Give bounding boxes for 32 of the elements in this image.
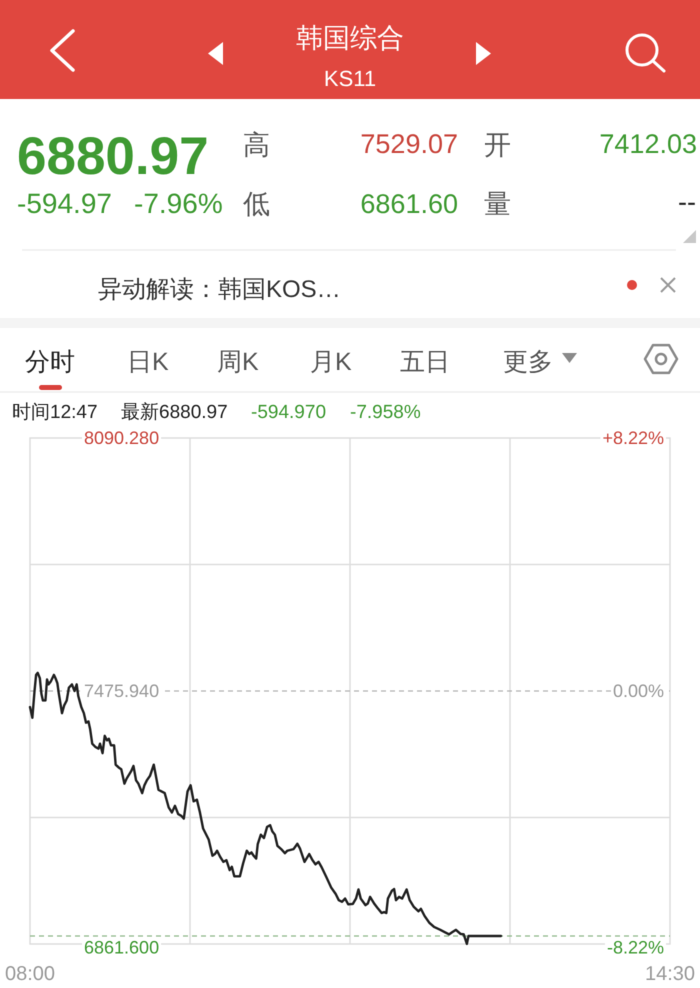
- annotation: 开: [484, 130, 511, 160]
- annotation: 低: [243, 189, 270, 219]
- annotation: 日K: [127, 348, 169, 376]
- ytick-label: 8090.280: [84, 428, 160, 448]
- y2tick-label: 0.00%: [612, 681, 664, 701]
- annotation: 周K: [217, 348, 259, 376]
- annotation: 6880.97: [17, 127, 209, 186]
- annotation: 7412.03: [599, 129, 697, 159]
- y2tick-label: -8.22%: [606, 938, 664, 958]
- annotation: -7.96%: [134, 188, 223, 219]
- annotation: -594.97: [17, 188, 112, 219]
- annotation: 7529.07: [360, 129, 458, 159]
- annotation: 更多: [503, 348, 553, 376]
- subtitle: KS11: [324, 66, 376, 91]
- annotation: 异动解读：韩国KOS…: [98, 276, 341, 303]
- annotation: 时间12:47: [12, 402, 98, 423]
- xtick-label: 14:30: [644, 963, 696, 985]
- annotation: -594.970: [251, 402, 326, 423]
- ytick-label: 6861.600: [84, 938, 160, 958]
- y2tick-label: +8.22%: [602, 428, 664, 448]
- annotation: --: [678, 187, 696, 217]
- annotation: 6861.60: [360, 189, 458, 219]
- annotation: 最新6880.97: [121, 402, 228, 423]
- ytick-label: 7475.940: [84, 681, 160, 701]
- annotation: 分时: [25, 348, 75, 376]
- annotation: 五日: [400, 348, 450, 376]
- annotation: -7.958%: [350, 402, 421, 423]
- annotation: 月K: [310, 348, 352, 376]
- xtick-label: 08:00: [4, 963, 56, 985]
- annotation: 高: [243, 130, 270, 160]
- title: 韩国综合: [296, 23, 404, 53]
- annotation: 量: [484, 189, 511, 219]
